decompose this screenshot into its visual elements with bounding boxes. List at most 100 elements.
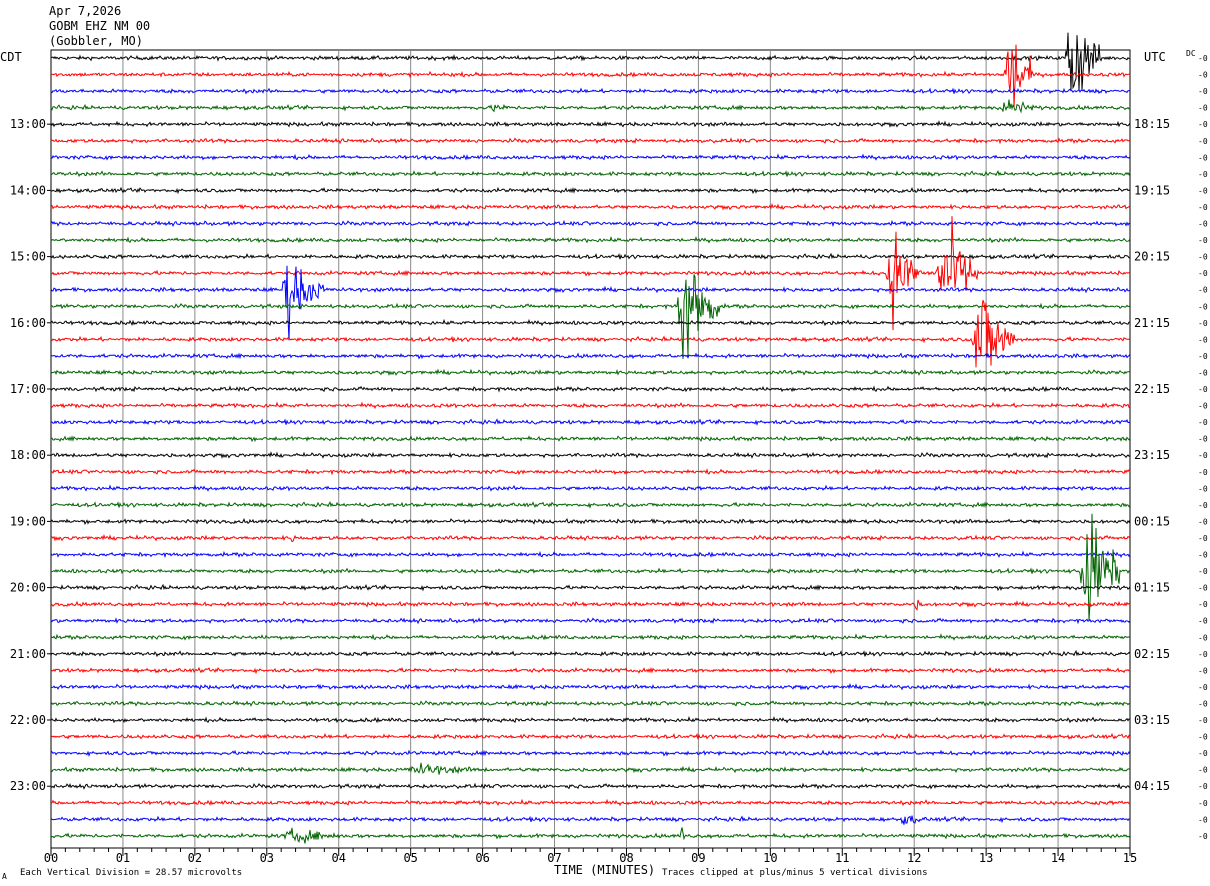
right-hour-label: 04:15 bbox=[1134, 779, 1170, 793]
x-tick-label: 00 bbox=[44, 851, 58, 865]
dc-offset-label: -0 bbox=[1198, 153, 1208, 162]
dc-offset-label: -0 bbox=[1198, 137, 1208, 146]
left-hour-label: 16:00 bbox=[10, 316, 46, 330]
trace-line bbox=[50, 484, 1131, 492]
right-hour-label: 03:15 bbox=[1134, 713, 1170, 727]
dc-offset-label: -0 bbox=[1198, 517, 1208, 526]
dc-offset-label: -0 bbox=[1198, 551, 1208, 560]
dc-offset-label: -0 bbox=[1198, 749, 1208, 758]
dc-offset-header: DC bbox=[1186, 49, 1196, 58]
trace-line bbox=[50, 203, 1131, 211]
trace-line bbox=[50, 216, 1131, 331]
dc-offset-label: -0 bbox=[1198, 385, 1208, 394]
corner-mark: A bbox=[2, 872, 7, 881]
trace-line bbox=[50, 599, 1131, 611]
dc-offset-label: -0 bbox=[1198, 782, 1208, 791]
trace-line bbox=[50, 236, 1131, 244]
trace-line bbox=[50, 517, 1131, 525]
right-hour-label: 19:15 bbox=[1134, 183, 1170, 197]
x-tick-label: 01 bbox=[116, 851, 130, 865]
trace-line bbox=[50, 798, 1131, 807]
trace-line bbox=[50, 732, 1131, 740]
dc-offset-label: -0 bbox=[1198, 402, 1208, 411]
dc-offset-label: -0 bbox=[1198, 832, 1208, 841]
trace-line bbox=[50, 501, 1131, 509]
dc-offset-label: -0 bbox=[1198, 253, 1208, 262]
trace-line bbox=[50, 418, 1131, 426]
dc-offset-label: -0 bbox=[1198, 54, 1208, 63]
trace-line bbox=[50, 534, 1131, 543]
plot-date: Apr 7,2026 bbox=[49, 4, 122, 18]
dc-offset-label: -0 bbox=[1198, 236, 1208, 245]
trace-line bbox=[50, 451, 1131, 459]
left-hour-label: 23:00 bbox=[10, 779, 46, 793]
x-tick-label: 09 bbox=[691, 851, 705, 865]
trace-line bbox=[50, 137, 1131, 145]
trace-line bbox=[50, 401, 1131, 410]
dc-offset-label: -0 bbox=[1198, 633, 1208, 642]
right-hour-label: 20:15 bbox=[1134, 250, 1170, 264]
x-tick-label: 04 bbox=[332, 851, 346, 865]
x-tick-label: 05 bbox=[403, 851, 417, 865]
dc-offset-label: -0 bbox=[1198, 451, 1208, 460]
trace-line bbox=[50, 274, 1131, 360]
dc-offset-label: -0 bbox=[1198, 269, 1208, 278]
x-tick-label: 14 bbox=[1051, 851, 1065, 865]
left-hour-label: 20:00 bbox=[10, 581, 46, 595]
left-hour-label: 19:00 bbox=[10, 514, 46, 528]
trace-line bbox=[50, 815, 1131, 825]
trace-line bbox=[50, 550, 1131, 559]
dc-offset-label: -0 bbox=[1198, 699, 1208, 708]
dc-offset-label: -0 bbox=[1198, 203, 1208, 212]
clip-note: Traces clipped at plus/minus 5 vertical … bbox=[662, 868, 928, 878]
dc-offset-label: -0 bbox=[1198, 352, 1208, 361]
trace-line bbox=[50, 666, 1131, 675]
trace-line bbox=[50, 87, 1131, 95]
right-hour-label: 02:15 bbox=[1134, 647, 1170, 661]
trace-line bbox=[50, 352, 1131, 360]
dc-offset-label: -0 bbox=[1198, 799, 1208, 808]
dc-offset-label: -0 bbox=[1198, 120, 1208, 129]
trace-line bbox=[50, 513, 1131, 621]
left-hour-label: 21:00 bbox=[10, 647, 46, 661]
right-hour-label: 22:15 bbox=[1134, 382, 1170, 396]
x-tick-label: 13 bbox=[979, 851, 993, 865]
trace-line bbox=[51, 682, 1131, 691]
right-hour-label: 01:15 bbox=[1134, 581, 1170, 595]
trace-line bbox=[50, 649, 1131, 658]
trace-line bbox=[50, 762, 1131, 775]
trace-line bbox=[50, 300, 1131, 368]
x-axis-title: TIME (MINUTES) bbox=[554, 863, 656, 877]
left-hour-label: 13:00 bbox=[10, 117, 46, 131]
dc-offset-label: -0 bbox=[1198, 368, 1208, 377]
x-tick-label: 07 bbox=[547, 851, 561, 865]
dc-offset-label: -0 bbox=[1198, 186, 1208, 195]
trace-line bbox=[50, 782, 1131, 790]
x-tick-label: 06 bbox=[475, 851, 489, 865]
trace-line bbox=[50, 716, 1131, 724]
x-tick-label: 12 bbox=[907, 851, 921, 865]
x-tick-label: 15 bbox=[1123, 851, 1137, 865]
trace-line bbox=[50, 435, 1131, 443]
trace-line bbox=[50, 368, 1131, 377]
dc-offset-label: -0 bbox=[1198, 468, 1208, 477]
trace-line bbox=[50, 120, 1131, 128]
dc-offset-label: -0 bbox=[1198, 617, 1208, 626]
dc-offset-label: -0 bbox=[1198, 104, 1208, 113]
x-tick-label: 03 bbox=[260, 851, 274, 865]
dc-offset-label: -0 bbox=[1198, 683, 1208, 692]
dc-offset-label: -0 bbox=[1198, 71, 1208, 80]
left-hour-label: 15:00 bbox=[10, 250, 46, 264]
dc-offset-label: -0 bbox=[1198, 418, 1208, 427]
right-hour-label: 21:15 bbox=[1134, 316, 1170, 330]
trace-line bbox=[50, 44, 1131, 108]
dc-offset-label: -0 bbox=[1198, 716, 1208, 725]
dc-offset-label: -0 bbox=[1198, 584, 1208, 593]
plot-frame bbox=[50, 49, 1131, 849]
trace-line bbox=[50, 186, 1131, 195]
trace-line bbox=[50, 468, 1131, 476]
local-timezone-label: CDT bbox=[0, 50, 22, 64]
trace-line bbox=[50, 385, 1131, 393]
vertical-scale-note: Each Vertical Division = 28.57 microvolt… bbox=[20, 868, 243, 878]
